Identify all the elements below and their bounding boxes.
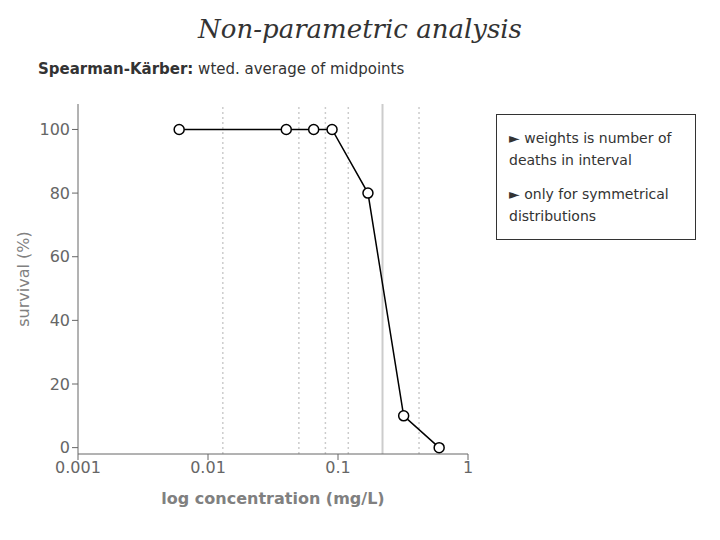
svg-text:80: 80 bbox=[50, 184, 70, 203]
svg-text:100: 100 bbox=[39, 120, 70, 139]
svg-text:1: 1 bbox=[463, 458, 473, 477]
svg-text:survival (%): survival (%) bbox=[14, 231, 33, 326]
html-text:Spearman-Kärber: wted. average: Spearman-Kärber: wted. average of midpoi… bbox=[38, 60, 405, 78]
svg-text:log concentration (mg/L): log concentration (mg/L) bbox=[161, 489, 384, 508]
svg-text:0: 0 bbox=[60, 438, 70, 457]
html-text:► weights is number of deaths: ► weights is number of deaths in interva… bbox=[509, 130, 672, 168]
html-text:► only for symmetrical distrib: ► only for symmetrical distributions bbox=[509, 186, 669, 224]
svg-text:20: 20 bbox=[50, 375, 70, 394]
svg-text:0.001: 0.001 bbox=[55, 458, 101, 477]
html-text:Non-parametric analysis: Non-parametric analysis bbox=[198, 14, 522, 44]
svg-text:0.1: 0.1 bbox=[325, 458, 350, 477]
svg-text:60: 60 bbox=[50, 247, 70, 266]
svg-text:0.01: 0.01 bbox=[190, 458, 226, 477]
svg-text:40: 40 bbox=[50, 311, 70, 330]
